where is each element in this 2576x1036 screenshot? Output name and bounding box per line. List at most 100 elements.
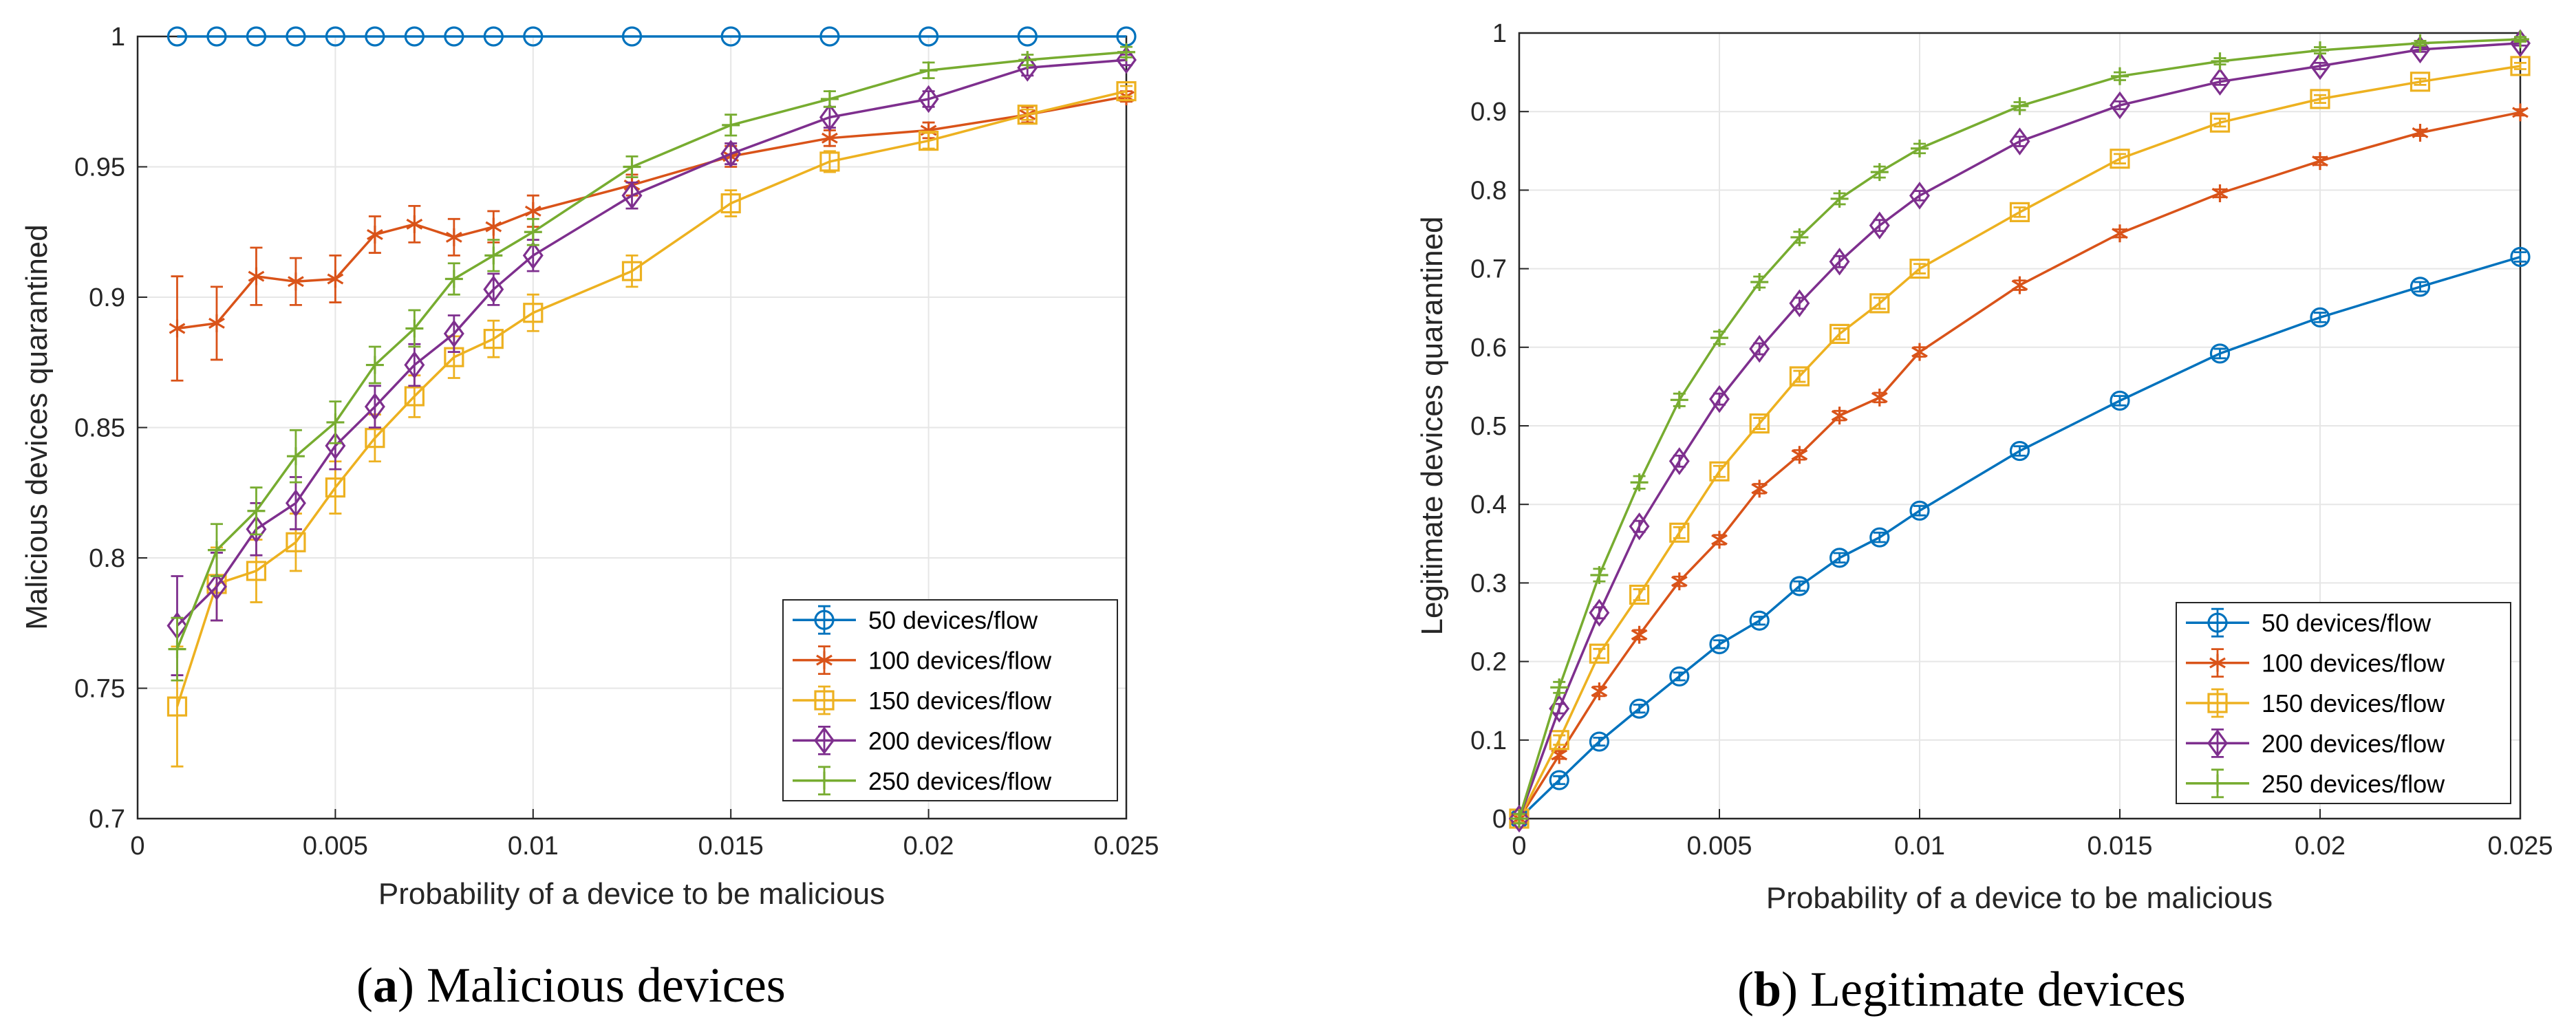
panel-a-caption: (a) Malicious devices: [356, 958, 786, 1013]
panel-a-data-point: [918, 131, 939, 151]
panel-a-data-point: [247, 501, 266, 520]
panel-b-error-bar: [1673, 671, 1686, 682]
panel-b-error-bar: [1913, 263, 1926, 274]
panel-b-data-point: [1871, 388, 1888, 407]
panel-a-data-point: [444, 270, 463, 288]
panel-a-data-point: [326, 413, 345, 431]
panel-b-data-point: [1830, 189, 1849, 208]
panel-a-legend: 50 devices/flow 100 devices/flow 150 devic…: [782, 599, 1118, 801]
panel-a-data-point: [167, 26, 188, 47]
panel-b: 0 0.005 0.01 0.015 0.02 0.025 0 0.1 0.2 0.3 0.4 0.5…: [1415, 19, 2553, 1017]
panel-b-data-point: [2409, 72, 2431, 92]
panel-a-legend-entry: 250 devices/flow: [793, 766, 1052, 796]
panel-a-data-point: [522, 241, 544, 270]
panel-b-error-bar: [1713, 639, 1726, 649]
panel-b-data-point: [2312, 152, 2328, 171]
panel-a-data-point: [621, 261, 643, 281]
panel-b-data-point: [1750, 273, 1769, 292]
panel-b-error-bar: [1793, 580, 1806, 592]
panel-a-error-bar: [625, 254, 638, 288]
panel-a-ytick-label: 0.8: [89, 544, 125, 573]
panel-b-error-bar: [2414, 77, 2427, 86]
panel-a-caption-letter: a: [373, 958, 398, 1013]
panel-b-xlabel: Probability of a device to be malicious: [1766, 881, 2273, 915]
panel-a-data-point: [405, 319, 424, 338]
panel-a-legend-marker: [815, 771, 833, 790]
panel-b-data-point: [2211, 52, 2229, 71]
panel-b-error-bar: [2114, 153, 2126, 164]
panel-b-error-bar: [2013, 445, 2026, 457]
panel-b-legend-label: 250 devices/flow: [2262, 770, 2445, 798]
panel-a-legend-label: 200 devices/flow: [868, 726, 1052, 755]
panel-b-xtick-label: 0.02: [2295, 832, 2346, 861]
panel-a-data-point: [822, 129, 838, 147]
panel-b-data-point: [1668, 447, 1690, 475]
panel-b-data-point: [1869, 527, 1890, 548]
panel-b-data-point: [2110, 91, 2130, 120]
panel-a-error-bar: [1120, 85, 1133, 98]
panel-b-error-bar: [1593, 647, 1606, 660]
panel-b-data-point: [1829, 323, 1850, 344]
panel-a-xtick-label: 0.025: [1093, 832, 1159, 861]
panel-b-data-point: [1709, 634, 1730, 655]
panel-a-legend-entry: 200 devices/flow: [793, 726, 1052, 755]
panel-b-data-point: [1630, 473, 1649, 492]
panel-a-data-point: [720, 26, 741, 47]
panel-b-error-bar: [1553, 734, 1566, 746]
panel-b-ytick-label: 0: [1492, 805, 1507, 834]
panel-b-data-point: [1669, 522, 1690, 543]
panel-a-data-point: [918, 26, 939, 47]
panel-a-ytick-label: 0.7: [89, 805, 125, 834]
panel-b-data-point: [1831, 407, 1848, 425]
panel-a-data-point: [621, 26, 643, 47]
panel-b-data-point: [2010, 97, 2029, 116]
panel-b-error-bar: [1753, 417, 1766, 430]
panel-b-data-point: [2412, 124, 2429, 142]
panel-b-data-point: [2009, 202, 2030, 222]
panel-a-series-line: [177, 95, 1127, 330]
panel-a-xtick-label: 0.02: [903, 832, 954, 861]
panel-b-data-point: [2009, 127, 2030, 155]
panel-b-data-point: [2310, 307, 2330, 328]
panel-b-ytick-label: 0.4: [1470, 490, 1507, 519]
panel-a-ytick-label: 1: [111, 23, 125, 52]
panel-b-data-point: [1869, 293, 1890, 314]
panel-a-data-point: [483, 275, 504, 303]
panel-a-caption-text: Malicious devices: [427, 958, 786, 1013]
panel-b-data-point: [2209, 67, 2231, 96]
panel-b-data-point: [1829, 248, 1850, 276]
panel-a-data-point: [524, 202, 541, 220]
panel-b-data-point: [1790, 228, 1809, 246]
panel-a-xtick-label: 0.005: [303, 832, 368, 861]
panel-b-data-point: [2211, 184, 2229, 202]
panel-b-ytick-label: 0.1: [1470, 726, 1507, 755]
panel-b-data-point: [1629, 512, 1650, 541]
panel-a-legend-entry: 150 devices/flow: [793, 685, 1052, 715]
panel-a-data-point: [621, 181, 643, 210]
panel-b-ytick-label: 0.5: [1470, 412, 1507, 441]
panel-b-data-point: [1911, 139, 1929, 158]
panel-a-data-point: [1018, 51, 1037, 69]
panel-a-ylabel: Malicious devices quarantined: [20, 224, 54, 629]
panel-a-data-point: [484, 246, 503, 265]
panel-b-caption: (b) Legitimate devices: [1737, 962, 2186, 1017]
panel-a-legend-entry: 100 devices/flow: [793, 645, 1052, 675]
panel-b-data-point: [1789, 289, 1810, 318]
panel-a-data-point: [820, 89, 839, 108]
panel-b-legend-marker: [2207, 729, 2228, 757]
panel-b-series: [1509, 29, 2531, 833]
panel-b-error-bar: [2314, 61, 2326, 70]
panel-b-ytick-label: 0.9: [1470, 98, 1507, 127]
panel-b-data-point: [2110, 390, 2130, 411]
panel-a-data-point: [720, 140, 742, 168]
panel-b-legend-label: 100 devices/flow: [2262, 649, 2445, 678]
panel-b-data-point: [1911, 343, 1928, 361]
panel-b-xtick-label: 0.015: [2087, 832, 2152, 861]
panel-b-data-point: [2209, 112, 2231, 133]
panel-a-data-point: [246, 26, 267, 47]
panel-a-ytick-label: 0.95: [74, 153, 125, 182]
panel-b-data-point: [1589, 731, 1609, 752]
panel-b-data-point: [1749, 334, 1770, 363]
panel-a-data-point: [286, 26, 306, 47]
panel-a-series: [167, 26, 1137, 768]
